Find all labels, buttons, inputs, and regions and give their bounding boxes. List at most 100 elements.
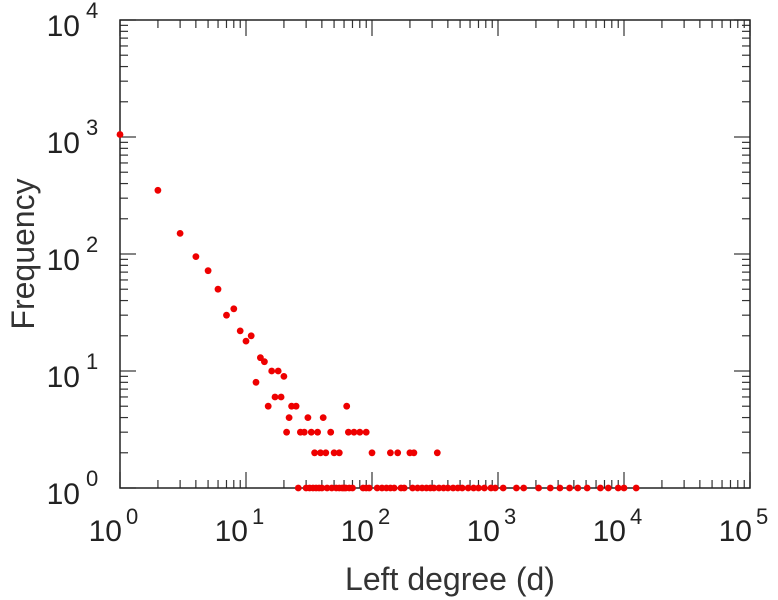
data-point [261, 358, 268, 366]
data-point [410, 449, 418, 457]
data-point [566, 484, 573, 492]
data-point [300, 428, 308, 436]
data-point [292, 402, 300, 410]
svg-text:1: 1 [252, 504, 264, 529]
svg-text:4: 4 [630, 504, 642, 529]
data-point [520, 484, 528, 492]
data-point [214, 285, 222, 293]
data-point [350, 428, 358, 436]
svg-text:2: 2 [378, 504, 390, 529]
x-tick-label: 10 5 [719, 504, 769, 548]
data-point [236, 327, 244, 335]
data-point [458, 484, 466, 492]
y-tick-label: 10 2 [47, 232, 99, 277]
data-point [274, 367, 282, 375]
svg-text:10: 10 [719, 515, 752, 548]
data-point [574, 484, 582, 492]
data-point [192, 253, 200, 260]
data-point [204, 267, 212, 275]
svg-text:4: 4 [86, 0, 98, 23]
svg-text:10: 10 [47, 244, 80, 277]
data-point [176, 230, 184, 237]
data-points [116, 131, 640, 492]
axis-ticks [119, 19, 751, 489]
data-point [280, 373, 288, 380]
data-point [223, 311, 230, 319]
svg-text:1: 1 [86, 349, 98, 374]
data-point [330, 449, 338, 457]
svg-text:10: 10 [47, 478, 80, 511]
tick-labels: 10 0 10 1 10 2 10 3 10 4 10 510 010 110 210 310 4 [47, 0, 769, 548]
svg-text:10: 10 [89, 515, 122, 548]
data-point [268, 367, 276, 375]
data-point [304, 414, 312, 421]
data-point [311, 449, 318, 457]
data-point [323, 484, 331, 492]
data-point [365, 484, 373, 492]
svg-text:10: 10 [467, 515, 500, 548]
svg-text:3: 3 [86, 115, 98, 140]
y-tick-label: 10 1 [47, 349, 99, 394]
data-point [394, 449, 402, 457]
data-point [242, 337, 250, 345]
svg-text:10: 10 [47, 127, 80, 160]
data-point [356, 428, 364, 436]
data-point [362, 428, 370, 436]
data-point [475, 484, 482, 492]
y-tick-label: 10 0 [47, 466, 99, 511]
svg-text:0: 0 [126, 504, 138, 529]
x-tick-label: 10 2 [341, 504, 391, 548]
data-point [317, 449, 324, 457]
x-tick-label: 10 3 [467, 504, 517, 548]
plot-frame [119, 19, 751, 489]
x-tick-label: 10 0 [89, 504, 139, 548]
data-point [318, 484, 326, 492]
data-point [464, 484, 472, 492]
data-point [400, 484, 408, 492]
data-point [444, 484, 452, 492]
data-point [154, 186, 162, 194]
data-point [283, 428, 290, 436]
data-point [285, 414, 293, 421]
data-point [319, 414, 327, 421]
svg-text:0: 0 [86, 466, 98, 491]
data-point [277, 393, 285, 401]
data-point [491, 484, 499, 492]
data-point [409, 484, 416, 492]
data-point [433, 449, 441, 457]
data-point [345, 428, 352, 436]
data-point [597, 484, 604, 492]
data-point [583, 484, 591, 492]
y-tick-label: 10 3 [47, 115, 99, 160]
data-point [343, 402, 351, 410]
svg-text:10: 10 [341, 515, 374, 548]
svg-text:10: 10 [593, 515, 626, 548]
data-point [368, 449, 376, 457]
data-point [271, 393, 279, 401]
data-point [307, 428, 315, 436]
data-point [614, 484, 622, 492]
data-point [632, 484, 640, 492]
data-point [116, 131, 124, 138]
svg-text:10: 10 [47, 361, 80, 394]
x-axis-label: Left degree (d) [345, 561, 555, 597]
data-point [449, 484, 457, 492]
svg-text:2: 2 [86, 232, 98, 257]
data-point [373, 484, 381, 492]
x-tick-label: 10 1 [215, 504, 265, 548]
data-point [546, 484, 554, 492]
data-point [470, 484, 477, 492]
svg-text:3: 3 [504, 504, 516, 529]
data-point [230, 305, 238, 313]
data-point [556, 484, 564, 492]
svg-text:10: 10 [215, 515, 248, 548]
data-point [390, 484, 398, 492]
data-point [620, 484, 628, 492]
data-point [349, 484, 356, 492]
data-point [294, 484, 302, 492]
data-point [535, 484, 542, 492]
data-point [327, 428, 335, 436]
data-point [314, 428, 321, 436]
x-tick-label: 10 4 [593, 504, 643, 548]
